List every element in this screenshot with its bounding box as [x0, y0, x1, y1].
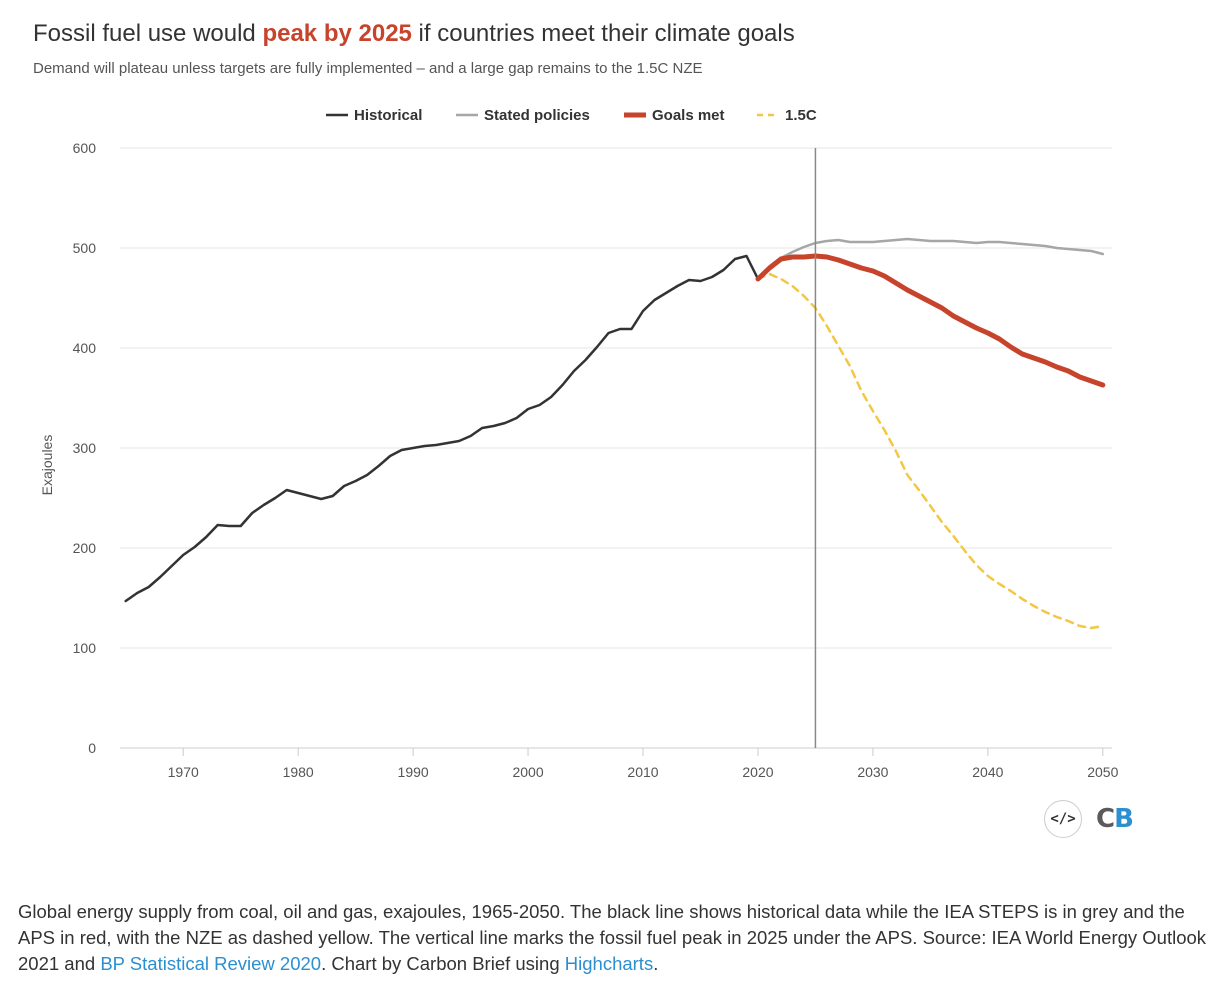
- y-axis-label: Exajoules: [39, 435, 55, 496]
- legend-item-stated-policies[interactable]: Stated policies: [456, 104, 590, 126]
- title-before: Fossil fuel use would: [33, 20, 263, 47]
- highcharts-link[interactable]: Highcharts: [564, 953, 654, 974]
- logo-area: </> CB: [1044, 800, 1134, 838]
- title-after: if countries meet their climate goals: [411, 20, 795, 47]
- x-tick-label-2040: 2040: [972, 764, 1003, 780]
- caption-part3: .: [653, 953, 659, 974]
- title-highlight: peak by 2025: [262, 20, 412, 47]
- series-lines: [124, 237, 1106, 630]
- series-line-1-5c[interactable]: [756, 272, 1105, 630]
- x-axis-ticks: 1970 1980 1990 2000 2010 2020 2030 2040 2050: [168, 748, 1119, 780]
- x-tick-label-2020: 2020: [742, 764, 773, 780]
- legend-swatch-historical: [326, 113, 348, 117]
- bp-statistical-review-link[interactable]: BP Statistical Review 2020: [100, 953, 322, 974]
- chart-legend: Historical Stated policies Goals met 1.5…: [0, 104, 1230, 126]
- y-tick-label-200: 200: [73, 540, 97, 556]
- x-tick-label-2030: 2030: [857, 764, 888, 780]
- legend-label-1-5c: 1.5C: [785, 106, 817, 124]
- legend-label-stated-policies: Stated policies: [484, 106, 590, 124]
- embed-code-icon[interactable]: </>: [1044, 800, 1082, 838]
- x-tick-label-1980: 1980: [283, 764, 314, 780]
- x-tick-label-1970: 1970: [168, 764, 199, 780]
- logo-letter-b: B: [1114, 804, 1134, 834]
- y-tick-label-0: 0: [88, 740, 96, 756]
- x-tick-label-1990: 1990: [398, 764, 429, 780]
- y-tick-label-300: 300: [73, 440, 97, 456]
- chart-title: Fossil fuel use would peak by 2025 if co…: [33, 20, 795, 48]
- y-tick-label-600: 600: [73, 140, 97, 156]
- caption-part2: . Chart by Carbon Brief using: [321, 953, 565, 974]
- legend-item-1-5c[interactable]: 1.5C: [757, 104, 817, 126]
- series-line-goals-met[interactable]: [755, 253, 1106, 388]
- legend-item-goals-met[interactable]: Goals met: [624, 104, 725, 126]
- chart-subtitle: Demand will plateau unless targets are f…: [33, 60, 703, 77]
- y-tick-label-400: 400: [73, 340, 97, 356]
- line-chart: 0 100 200 300 400 500 600 1970 1980 1990 2000 2010…: [39, 140, 1119, 780]
- grid-lines: [120, 147, 1112, 749]
- carbon-brief-logo[interactable]: CB: [1096, 804, 1134, 834]
- logo-letter-c: C: [1096, 804, 1115, 834]
- legend-swatch-goals-met: [624, 112, 646, 118]
- figure-caption: Global energy supply from coal, oil and …: [18, 899, 1218, 977]
- y-axis-ticks: 0 100 200 300 400 500 600: [73, 140, 97, 756]
- y-tick-label-100: 100: [73, 640, 97, 656]
- legend-swatch-1-5c: [757, 113, 779, 117]
- legend-swatch-stated-policies: [456, 113, 478, 117]
- x-tick-label-2010: 2010: [627, 764, 658, 780]
- legend-label-historical: Historical: [354, 106, 423, 124]
- legend-item-historical[interactable]: Historical: [326, 104, 422, 126]
- legend-label-goals-met: Goals met: [652, 106, 725, 124]
- series-line-historical[interactable]: [124, 254, 760, 603]
- x-tick-label-2000: 2000: [512, 764, 543, 780]
- y-tick-label-500: 500: [73, 240, 97, 256]
- x-tick-label-2050: 2050: [1087, 764, 1118, 780]
- caption-part1: Global energy supply from coal, oil and …: [18, 901, 1207, 974]
